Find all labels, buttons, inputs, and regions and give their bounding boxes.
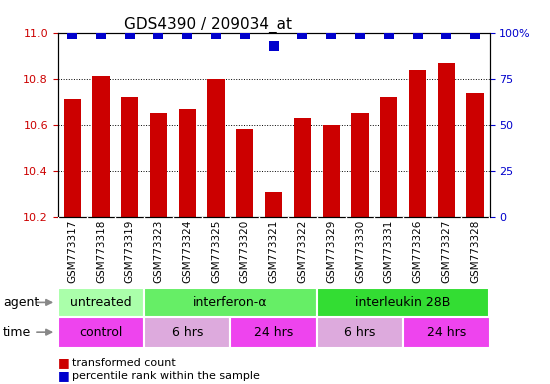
Bar — [230, 317, 317, 348]
Bar — [58, 317, 144, 348]
Text: GSM773322: GSM773322 — [298, 220, 307, 283]
Point — [327, 31, 336, 38]
Bar — [466, 93, 484, 217]
Text: time: time — [3, 326, 31, 339]
Text: GSM773329: GSM773329 — [326, 220, 336, 283]
Bar — [317, 288, 490, 317]
Text: untreated: untreated — [70, 296, 132, 309]
Point — [413, 31, 422, 38]
Point — [212, 31, 221, 38]
Text: 6 hrs: 6 hrs — [172, 326, 203, 339]
Bar — [144, 317, 230, 348]
Point — [298, 31, 307, 38]
Text: 6 hrs: 6 hrs — [344, 326, 376, 339]
Text: GSM773324: GSM773324 — [182, 220, 192, 283]
Text: GSM773317: GSM773317 — [67, 220, 77, 283]
Point — [355, 31, 364, 38]
Point — [183, 31, 191, 38]
Bar — [294, 118, 311, 217]
Text: GSM773320: GSM773320 — [240, 220, 250, 283]
Bar — [144, 288, 317, 317]
Text: GSM773319: GSM773319 — [125, 220, 135, 283]
Text: interleukin 28B: interleukin 28B — [355, 296, 451, 309]
Text: GDS4390 / 209034_at: GDS4390 / 209034_at — [124, 17, 292, 33]
Text: interferon-α: interferon-α — [193, 296, 268, 309]
Bar — [351, 113, 368, 217]
Bar — [317, 317, 403, 348]
Point — [270, 43, 278, 49]
Text: GSM773321: GSM773321 — [268, 220, 279, 283]
Text: GSM773318: GSM773318 — [96, 220, 106, 283]
Bar — [92, 76, 109, 217]
Text: 24 hrs: 24 hrs — [427, 326, 466, 339]
Bar — [58, 288, 144, 317]
Text: ■: ■ — [58, 369, 69, 382]
Point — [125, 31, 134, 38]
Text: GSM773326: GSM773326 — [412, 220, 422, 283]
Point — [240, 31, 249, 38]
Text: GSM773331: GSM773331 — [384, 220, 394, 283]
Bar — [121, 97, 139, 217]
Bar — [403, 317, 490, 348]
Bar — [236, 129, 254, 217]
Bar — [179, 109, 196, 217]
Point — [471, 31, 480, 38]
Bar — [438, 63, 455, 217]
Text: transformed count: transformed count — [72, 358, 175, 368]
Bar — [63, 99, 81, 217]
Text: GSM773325: GSM773325 — [211, 220, 221, 283]
Text: percentile rank within the sample: percentile rank within the sample — [72, 371, 260, 381]
Text: ■: ■ — [58, 356, 69, 369]
Bar — [207, 79, 225, 217]
Text: GSM773330: GSM773330 — [355, 220, 365, 283]
Text: 24 hrs: 24 hrs — [254, 326, 293, 339]
Bar — [380, 97, 398, 217]
Bar — [265, 192, 282, 217]
Text: GSM773327: GSM773327 — [441, 220, 452, 283]
Point — [68, 31, 76, 38]
Point — [384, 31, 393, 38]
Bar — [409, 70, 426, 217]
Text: GSM773328: GSM773328 — [470, 220, 480, 283]
Text: agent: agent — [3, 296, 39, 309]
Point — [442, 31, 450, 38]
Text: control: control — [79, 326, 123, 339]
Point — [154, 31, 163, 38]
Bar — [322, 125, 340, 217]
Bar — [150, 113, 167, 217]
Text: GSM773323: GSM773323 — [153, 220, 163, 283]
Point — [97, 31, 106, 38]
